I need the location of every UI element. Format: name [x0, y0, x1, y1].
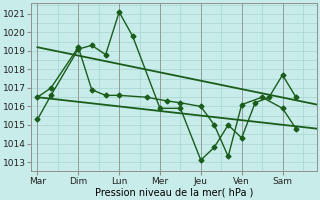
X-axis label: Pression niveau de la mer( hPa ): Pression niveau de la mer( hPa ) — [95, 187, 253, 197]
